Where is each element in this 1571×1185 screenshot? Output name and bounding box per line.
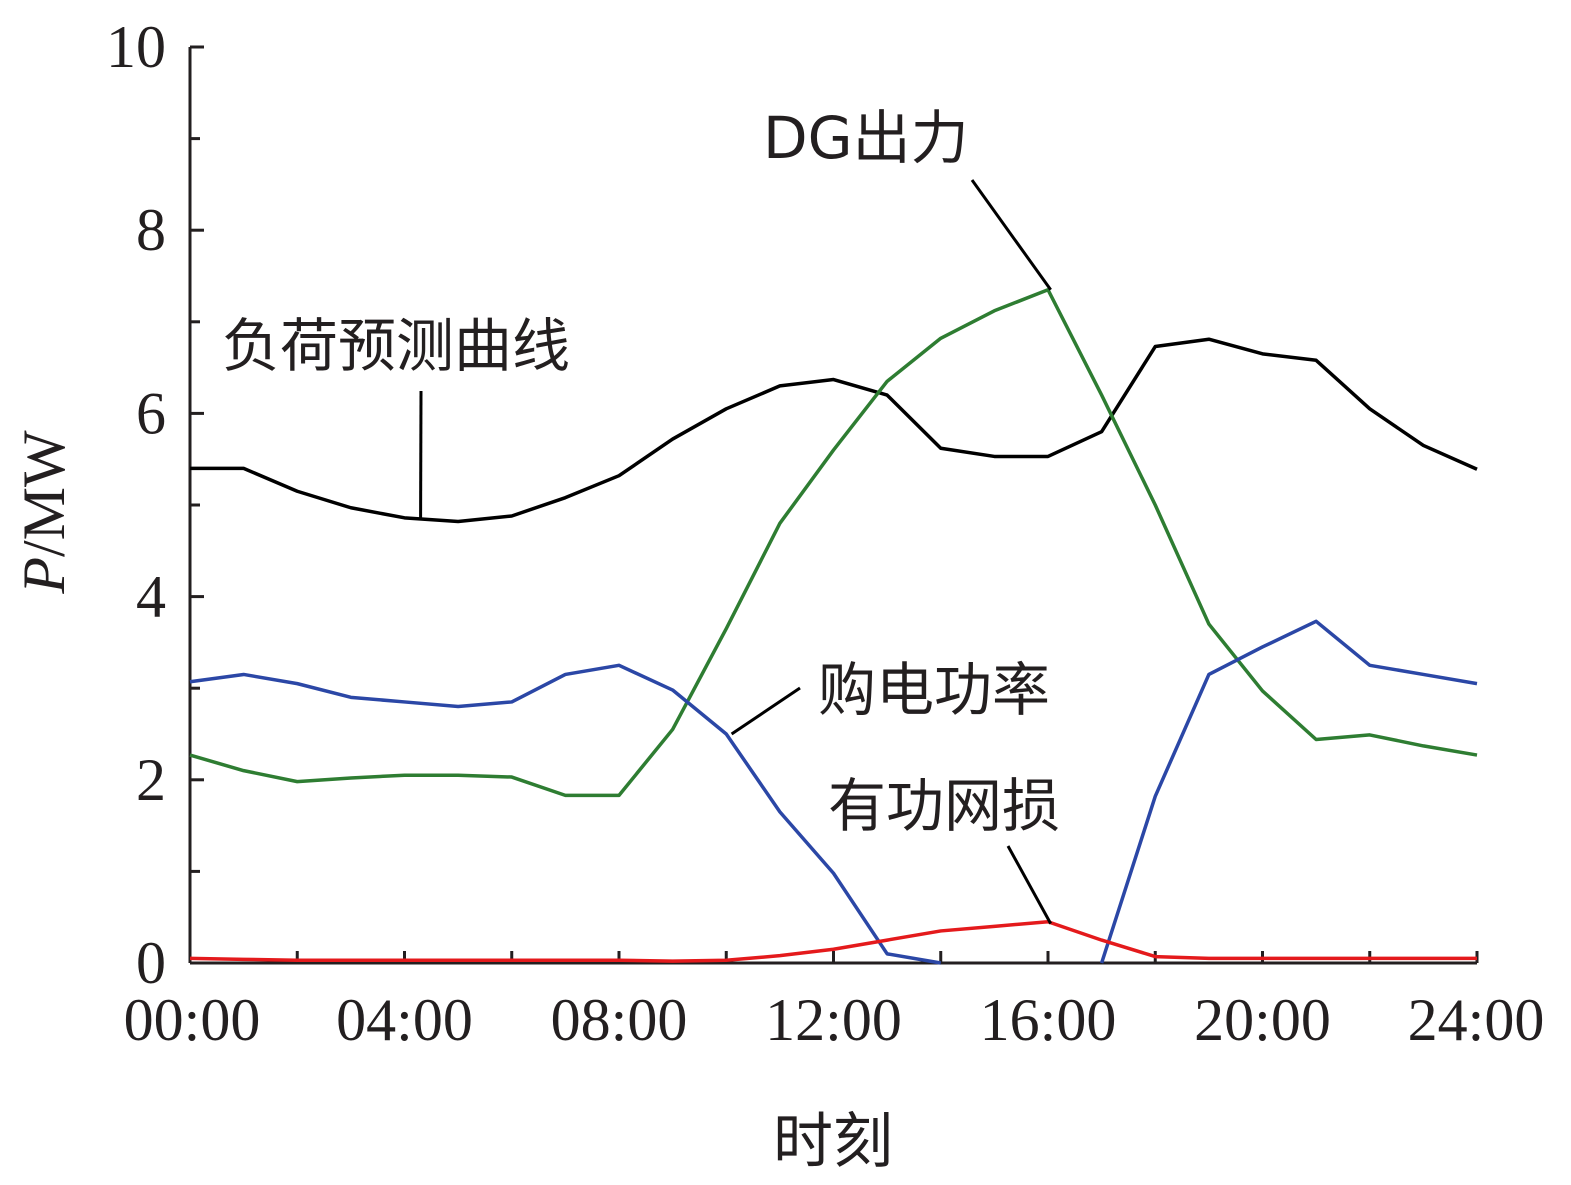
x-tick-label: 24:00	[1408, 987, 1545, 1053]
y-tick-label: 8	[136, 197, 166, 263]
series-line-3	[189, 663, 942, 965]
x-tick-label: 20:00	[1194, 987, 1331, 1053]
x-tick-label: 08:00	[551, 987, 688, 1053]
x-ticks: 00:00 04:00 08:00 12:00 16:00 20:00 24:00	[124, 951, 1545, 1053]
series-layer	[189, 287, 1478, 965]
x-tick-label: 12:00	[765, 987, 902, 1053]
annotation-leader	[970, 179, 1052, 291]
annotation-label: 购电功率	[818, 656, 1050, 724]
y-tick-label: 4	[136, 564, 166, 630]
annotation-label: DG出力	[763, 104, 969, 172]
y-axis-title-italic: P	[11, 557, 77, 595]
y-ticks: 0 2 4 6 8 10	[106, 14, 204, 996]
x-tick-label: 04:00	[336, 987, 473, 1053]
series-line-1	[190, 337, 1478, 524]
y-tick-label: 6	[136, 380, 166, 446]
annotation-label: 有功网损	[828, 772, 1060, 840]
series-line-4	[189, 920, 1477, 963]
y-axis-title-unit: /MW	[11, 430, 77, 557]
x-tick-label: 16:00	[980, 987, 1117, 1053]
y-tick-label: 10	[106, 14, 166, 80]
y-axis-title: P/MW	[11, 430, 77, 595]
y-tick-label: 2	[136, 747, 166, 813]
series-line-3	[1099, 619, 1478, 964]
series-line-2	[189, 287, 1478, 798]
x-axis-title: 时刻	[773, 1109, 893, 1175]
annotation-leader	[730, 686, 801, 736]
y-tick-label: 0	[136, 930, 166, 996]
annotation-label: 负荷预测曲线	[222, 312, 570, 380]
x-tick-label: 00:00	[124, 987, 261, 1053]
annotation-leader	[1006, 845, 1052, 925]
